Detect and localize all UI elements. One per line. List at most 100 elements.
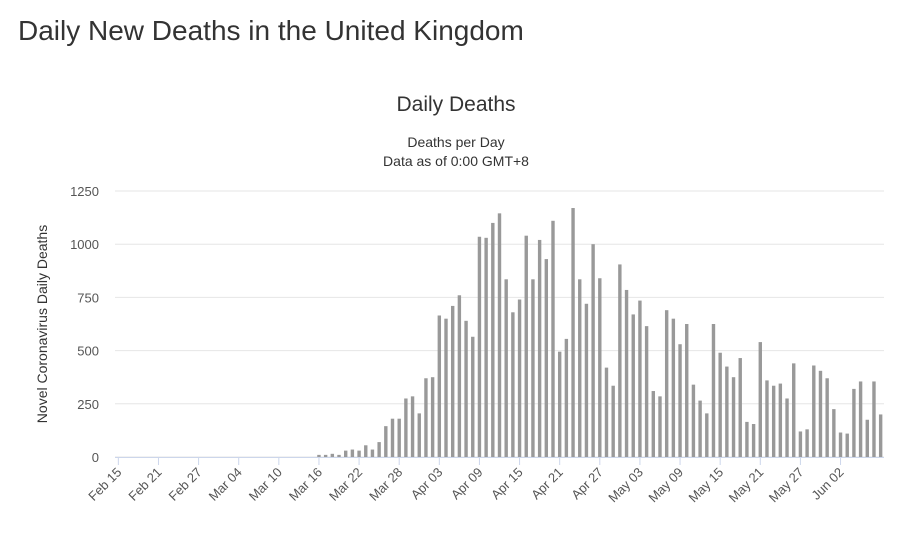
bar — [638, 300, 642, 457]
bar — [337, 454, 341, 457]
bar — [664, 310, 669, 457]
bar — [317, 454, 321, 457]
bar — [384, 426, 388, 457]
bar — [678, 344, 682, 457]
x-tick-label: Mar 16 — [286, 465, 325, 504]
bar — [424, 378, 428, 457]
bar — [537, 239, 542, 457]
bar — [651, 391, 655, 457]
bar — [531, 279, 535, 457]
y-tick-label: 0 — [92, 450, 99, 465]
bar — [444, 318, 448, 457]
bar — [511, 312, 515, 457]
bar — [571, 208, 575, 457]
bar — [758, 342, 762, 457]
bar — [604, 367, 609, 457]
bar — [718, 352, 722, 457]
bar — [578, 279, 582, 457]
y-tick-label: 1250 — [70, 184, 99, 199]
bar — [858, 381, 863, 457]
x-tick-label: Feb 27 — [165, 465, 204, 504]
bar — [845, 433, 849, 457]
x-tick-label: Apr 09 — [448, 465, 486, 503]
bar — [785, 398, 789, 457]
bar — [364, 445, 368, 457]
bar — [731, 377, 736, 457]
bar — [464, 320, 468, 457]
bar — [437, 315, 442, 457]
bar — [751, 424, 756, 457]
y-tick-label: 750 — [77, 290, 99, 305]
bar — [792, 363, 796, 457]
x-tick-label: Feb 15 — [85, 465, 124, 504]
bar — [330, 453, 335, 457]
x-tick-label: May 15 — [686, 465, 727, 506]
bar — [584, 303, 589, 457]
bar — [832, 409, 836, 457]
y-tick-label: 500 — [77, 344, 99, 359]
bar — [838, 432, 843, 457]
bar — [644, 326, 649, 457]
bar — [471, 336, 475, 457]
bar — [798, 431, 803, 457]
bar — [524, 235, 528, 457]
bar — [878, 414, 883, 457]
chart-note: Data as of 0:00 GMT+8 — [383, 153, 529, 169]
bar — [818, 370, 823, 457]
bar — [611, 385, 615, 457]
bar — [457, 295, 462, 457]
bar — [370, 449, 375, 457]
bar — [417, 413, 421, 457]
x-tick-label: Apr 21 — [528, 465, 566, 503]
bar — [344, 450, 348, 457]
bar — [484, 237, 488, 457]
x-tick-label: Mar 04 — [206, 465, 245, 504]
y-tick-label: 250 — [77, 397, 99, 412]
bar — [812, 365, 816, 457]
bar — [430, 377, 435, 457]
bar — [544, 259, 549, 457]
x-tick-label: May 21 — [726, 465, 767, 506]
x-tick-label: May 09 — [645, 465, 686, 506]
bar — [705, 413, 709, 457]
bar — [564, 338, 569, 457]
x-tick-label: Mar 10 — [246, 465, 285, 504]
bar — [598, 278, 602, 457]
bar — [771, 385, 776, 457]
chart-title: Daily Deaths — [396, 93, 515, 116]
y-axis-label: Novel Coronavirus Daily Deaths — [34, 225, 50, 423]
bar — [765, 380, 769, 457]
bar — [825, 378, 829, 457]
bar — [404, 398, 408, 457]
bar — [377, 442, 381, 457]
x-tick-label: Jun 02 — [808, 465, 846, 503]
page-title: Daily New Deaths in the United Kingdom — [18, 15, 524, 46]
bar — [477, 236, 482, 457]
bar — [551, 220, 555, 457]
bar — [658, 396, 662, 457]
bar — [350, 449, 355, 457]
bar — [624, 289, 629, 457]
y-tick-label: 1000 — [70, 237, 99, 252]
x-tick-label: Feb 21 — [125, 465, 164, 504]
bar — [618, 264, 622, 457]
x-tick-label: Apr 27 — [568, 465, 606, 503]
bar — [852, 388, 856, 457]
bar — [778, 383, 783, 457]
x-tick-label: May 03 — [605, 465, 646, 506]
bar — [450, 305, 455, 457]
bar — [691, 384, 696, 457]
x-tick-label: Mar 28 — [366, 465, 405, 504]
bar — [357, 450, 361, 457]
bar — [865, 419, 869, 457]
x-tick-label: May 27 — [766, 465, 807, 506]
bar — [591, 244, 595, 457]
bar — [323, 454, 328, 457]
bar — [711, 324, 716, 457]
bar — [497, 213, 502, 457]
bar — [738, 358, 742, 457]
bar — [517, 299, 522, 457]
bar — [397, 418, 401, 457]
bar — [745, 421, 749, 457]
